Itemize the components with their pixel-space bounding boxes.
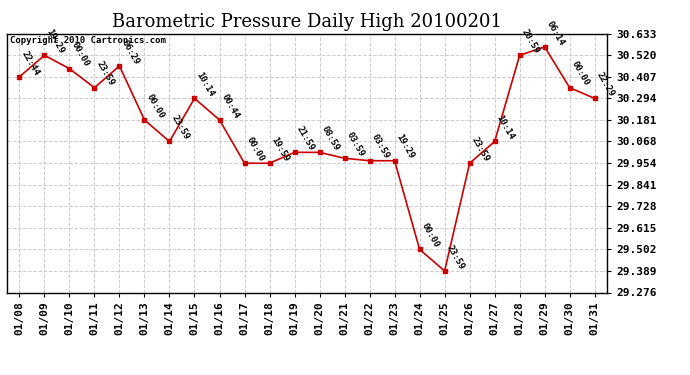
Text: 10:14: 10:14: [495, 114, 516, 141]
Text: Copyright 2010 Cartronics.com: Copyright 2010 Cartronics.com: [10, 36, 166, 45]
Text: 23:59: 23:59: [444, 243, 466, 271]
Text: 22:44: 22:44: [19, 49, 41, 77]
Text: 06:14: 06:14: [544, 19, 566, 47]
Text: 03:59: 03:59: [344, 130, 366, 158]
Text: 19:29: 19:29: [395, 133, 416, 161]
Text: 00:00: 00:00: [70, 41, 90, 69]
Text: 00:00: 00:00: [570, 60, 591, 88]
Text: 23:59: 23:59: [170, 114, 190, 141]
Text: 06:29: 06:29: [119, 38, 141, 66]
Text: 20:59: 20:59: [520, 27, 541, 55]
Text: 08:59: 08:59: [319, 124, 341, 152]
Text: 19:29: 19:29: [44, 27, 66, 55]
Text: 21:59: 21:59: [295, 124, 316, 152]
Title: Barometric Pressure Daily High 20100201: Barometric Pressure Daily High 20100201: [112, 13, 502, 31]
Text: 22:29: 22:29: [595, 70, 616, 98]
Text: 19:59: 19:59: [270, 135, 290, 163]
Text: 23:59: 23:59: [470, 135, 491, 163]
Text: 00:00: 00:00: [244, 135, 266, 163]
Text: 23:59: 23:59: [95, 60, 116, 88]
Text: 00:00: 00:00: [144, 92, 166, 120]
Text: 03:59: 03:59: [370, 133, 391, 161]
Text: 10:14: 10:14: [195, 70, 216, 98]
Text: 00:44: 00:44: [219, 92, 241, 120]
Text: 00:00: 00:00: [420, 222, 441, 249]
